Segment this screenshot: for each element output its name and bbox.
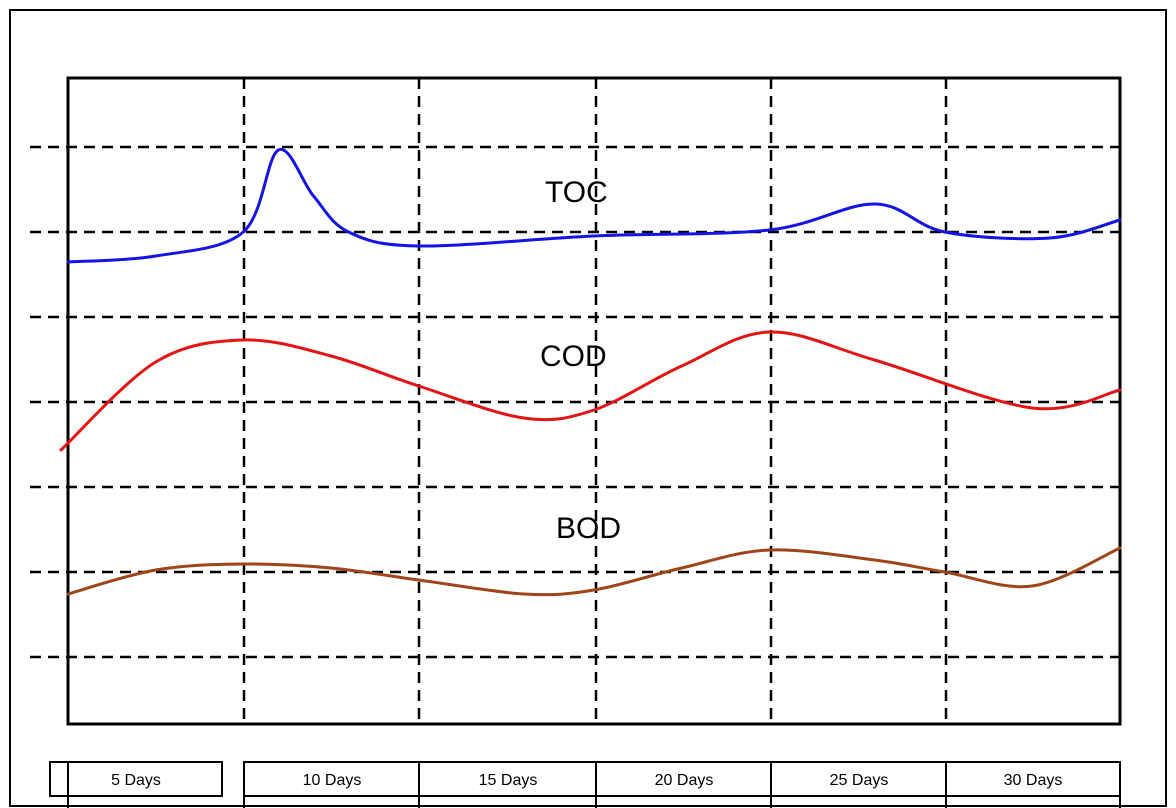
x-axis-boxes: 5 Days 10 Days 15 Days 20 Days 25 Days 30 Day…: [49, 761, 1121, 808]
x-tick-label-5: 25 Days: [830, 772, 889, 789]
series-line-toc: [66, 148, 1122, 264]
series-label-toc: TOC: [545, 176, 608, 209]
series-label-cod: COD: [540, 340, 607, 373]
grid-layer: [30, 78, 1120, 724]
x-tick-label-2: 10 Days: [303, 772, 362, 789]
series-layer: TOC COD BOD: [59, 148, 1122, 597]
plot-frame: [66, 76, 1122, 726]
outer-border: [9, 9, 1167, 807]
series-label-bod: BOD: [556, 512, 621, 545]
series-line-bod: [66, 546, 1122, 597]
series-line-cod: [59, 330, 1122, 452]
x-tick-label-3: 15 Days: [479, 772, 538, 789]
x-category-box-1: [49, 761, 223, 797]
x-tick-label-1: 5 Days: [111, 772, 161, 789]
x-tick-label-6: 30 Days: [1004, 772, 1063, 789]
x-category-box-group: [243, 761, 1121, 808]
x-tick-label-4: 20 Days: [655, 772, 714, 789]
